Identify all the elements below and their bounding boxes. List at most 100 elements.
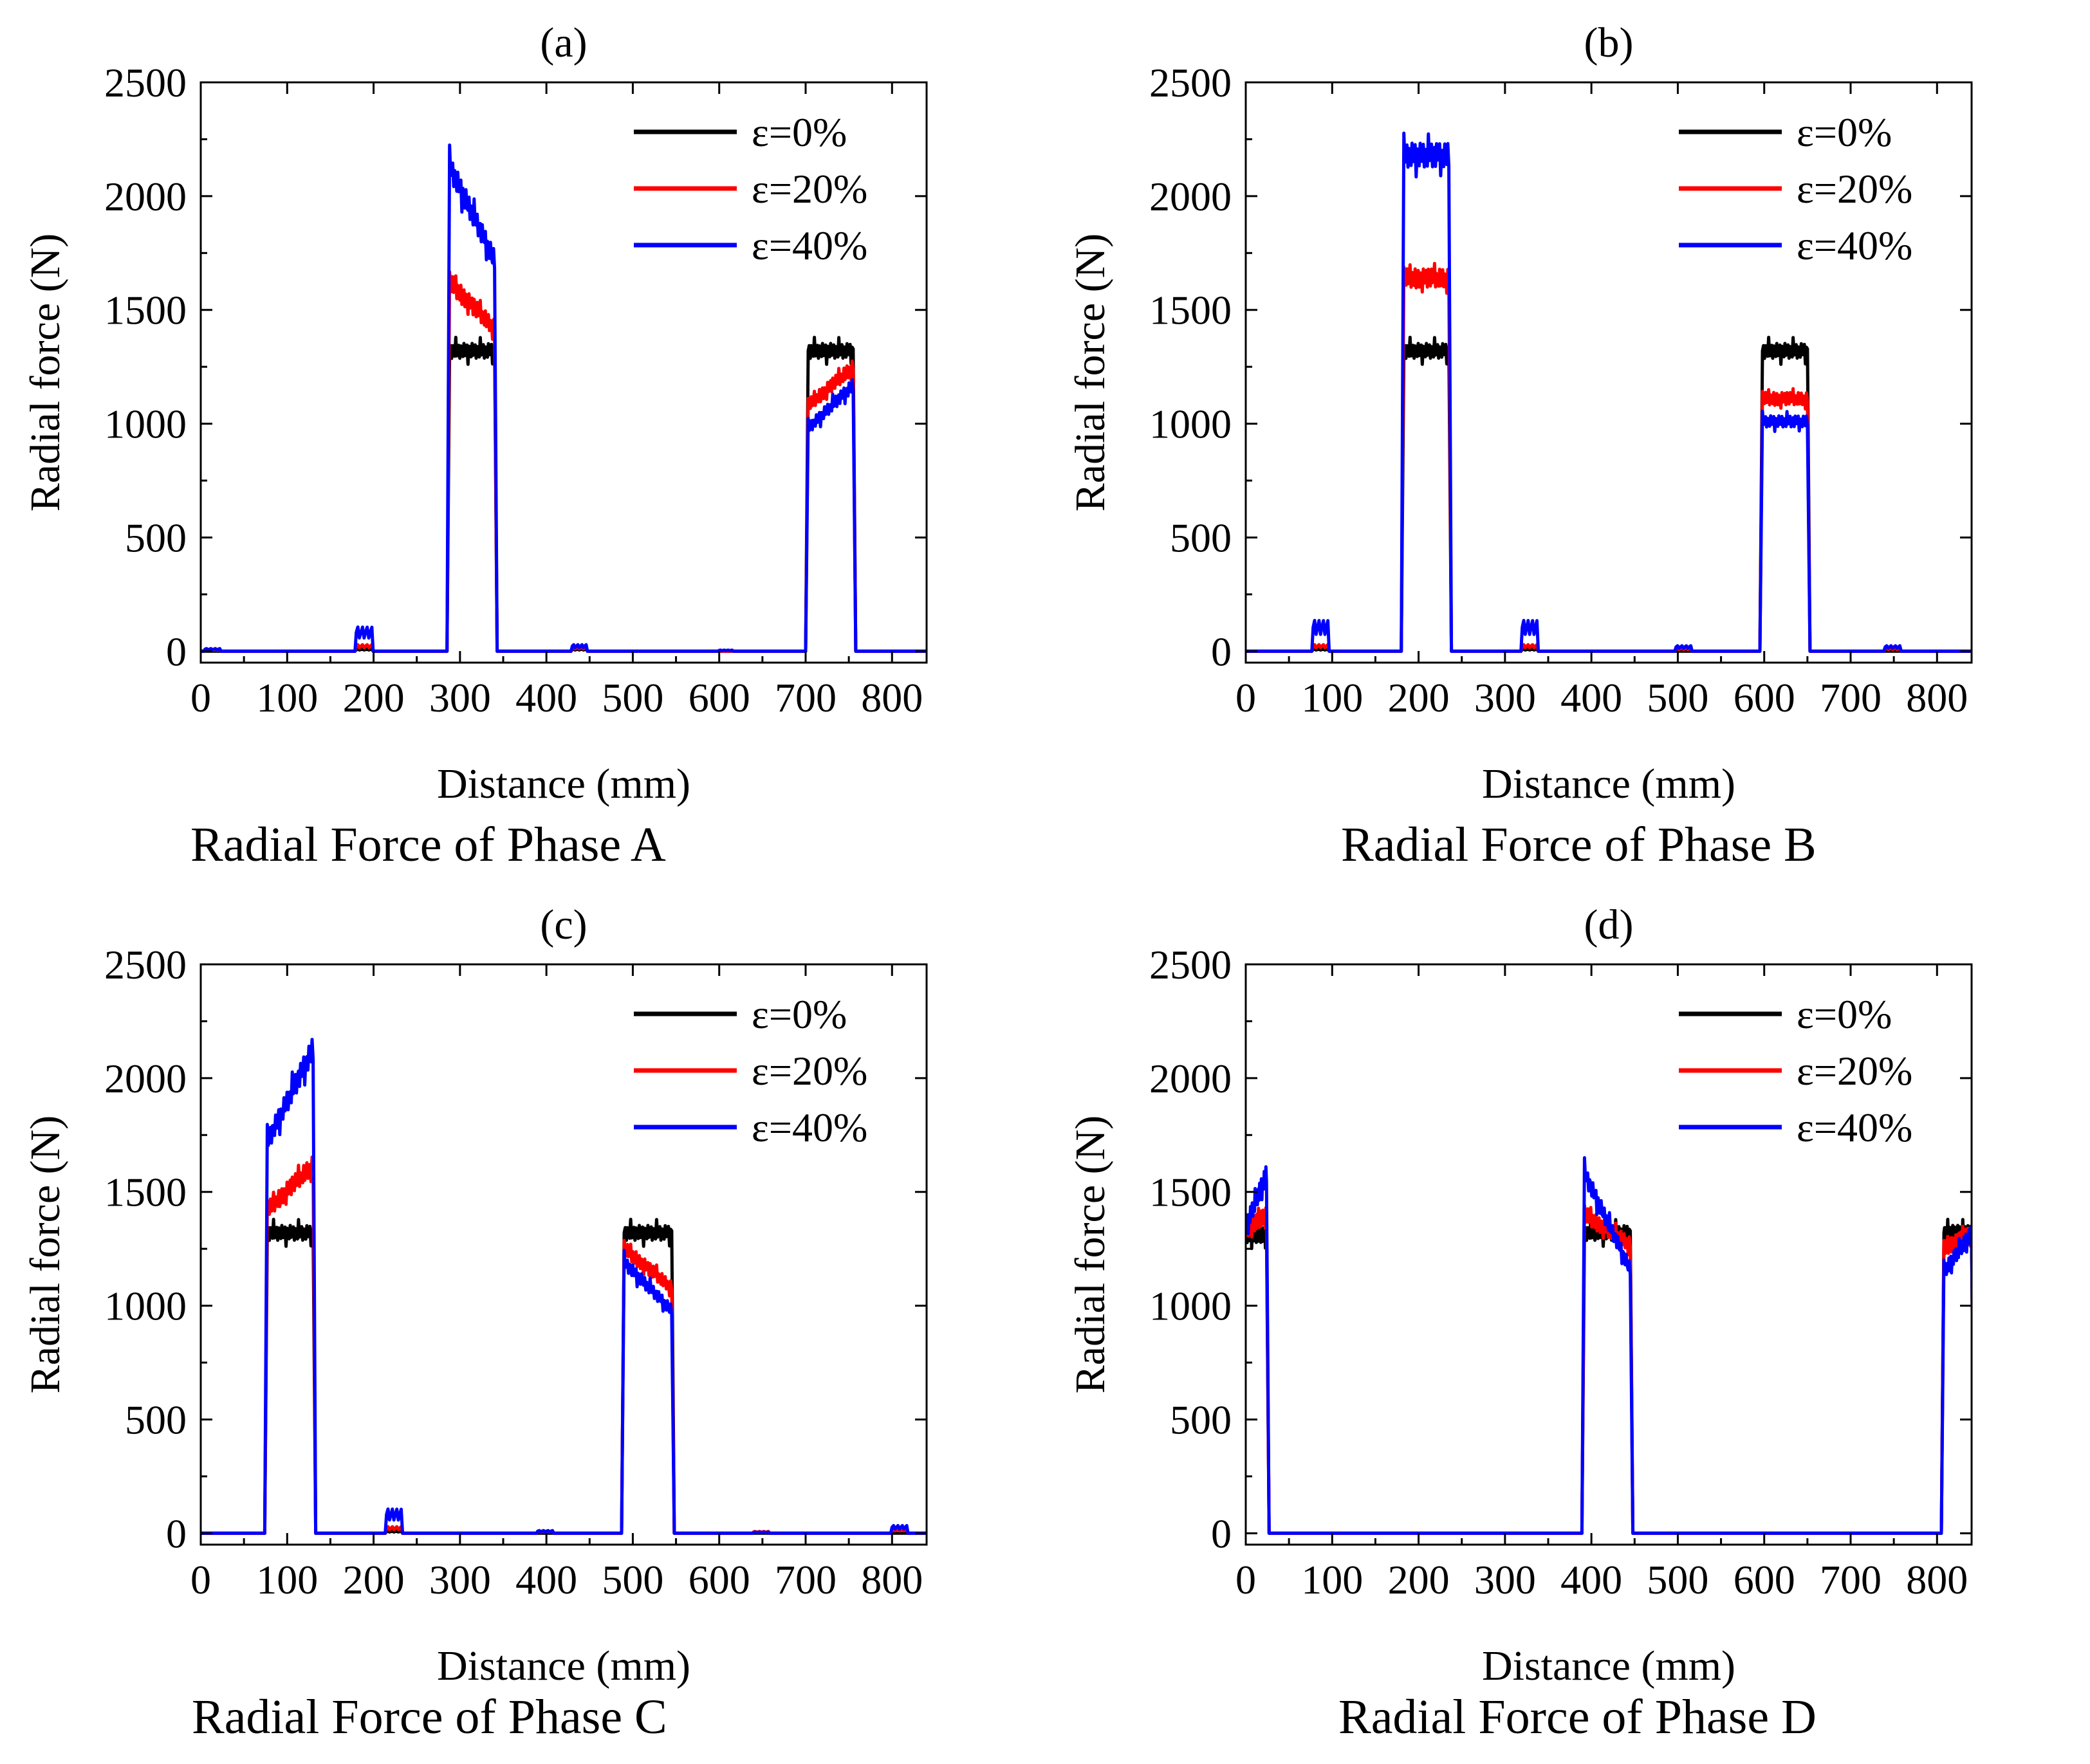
x-tick-label: 100 <box>1301 675 1363 721</box>
x-tick-label: 400 <box>1560 675 1622 721</box>
plot-frame <box>1244 963 1973 1546</box>
panel-label: (b) <box>1584 19 1634 66</box>
plot-frame <box>199 963 928 1546</box>
chart-a: (a) Distance (mm) Radial force (N) 0 100 200 3… <box>22 19 928 807</box>
series-line-1 <box>201 270 927 653</box>
plot-frame <box>1244 81 1973 664</box>
caption-b: Radial Force of Phase B <box>1341 818 1817 872</box>
y-tick-label: 0 <box>166 1511 187 1556</box>
y-tick-label: 1000 <box>104 1283 187 1329</box>
series-line-1 <box>1246 262 1972 653</box>
series-line-1 <box>201 1155 927 1535</box>
y-axis-title: Radial force (N) <box>1067 1116 1114 1393</box>
x-tick-label: 300 <box>1474 675 1536 721</box>
y-tick-label: 1500 <box>1149 288 1232 333</box>
panel-c: (c) Distance (mm) Radial force (N) 0 100 200 3… <box>0 882 1045 1764</box>
y-tick-label: 1000 <box>1149 401 1232 447</box>
x-axis-title: Distance (mm) <box>437 1642 690 1689</box>
x-axis-title: Distance (mm) <box>1482 1642 1735 1689</box>
y-tick-label: 500 <box>125 515 187 560</box>
series-line-1 <box>1246 1204 1972 1535</box>
legend-label: ε=0% <box>752 109 847 155</box>
x-tick-label: 500 <box>602 1557 663 1603</box>
x-tick-label: 100 <box>1301 1557 1363 1603</box>
x-tick-label: 600 <box>689 675 750 721</box>
panel-b: (b) Distance (mm) Radial force (N) 0 100 200 3… <box>1045 0 2090 882</box>
x-tick-label: 200 <box>1388 675 1450 721</box>
plot-frame <box>199 81 928 664</box>
y-tick-label: 0 <box>166 629 187 674</box>
series-line-0 <box>201 335 927 653</box>
y-tick-label: 0 <box>1211 629 1232 674</box>
legend-label: ε=40% <box>752 1105 867 1150</box>
caption-a: Radial Force of Phase A <box>190 818 666 872</box>
legend-label: ε=0% <box>1797 991 1892 1037</box>
legend-label: ε=20% <box>752 166 867 212</box>
y-axis-title: Radial force (N) <box>22 1116 69 1393</box>
x-tick-label: 400 <box>515 1557 577 1603</box>
plot-area <box>201 1038 927 1535</box>
y-tick-label: 500 <box>1170 515 1232 560</box>
x-tick-label: 100 <box>256 675 318 721</box>
x-tick-label: 500 <box>602 675 663 721</box>
caption-c: Radial Force of Phase C <box>192 1690 667 1744</box>
x-tick-label: 300 <box>429 1557 491 1603</box>
legend-label: ε=20% <box>1797 1048 1912 1094</box>
x-tick-label: 800 <box>1906 675 1968 721</box>
x-axis-title: Distance (mm) <box>1482 760 1735 807</box>
legend-label: ε=40% <box>752 223 867 268</box>
chart-b: (b) Distance (mm) Radial force (N) 0 100 200 3… <box>1067 19 1973 807</box>
y-tick-label: 2000 <box>1149 1056 1232 1101</box>
x-tick-label: 600 <box>689 1557 750 1603</box>
x-tick-label: 800 <box>1906 1557 1968 1603</box>
x-tick-label: 300 <box>429 675 491 721</box>
chart-d: (d) Distance (mm) Radial force (N) 0 100 200 3… <box>1067 901 1973 1689</box>
panel-label: (a) <box>540 19 587 66</box>
x-tick-label: 400 <box>1560 1557 1622 1603</box>
plot-area <box>201 143 927 653</box>
legend-label: ε=0% <box>1797 109 1892 155</box>
y-tick-label: 500 <box>125 1397 187 1442</box>
chart-c: (c) Distance (mm) Radial force (N) 0 100 200 3… <box>22 901 928 1689</box>
y-tick-label: 1500 <box>1149 1170 1232 1215</box>
y-tick-label: 1000 <box>104 401 187 447</box>
series-line-0 <box>1246 1217 1972 1535</box>
y-tick-label: 0 <box>1211 1511 1232 1556</box>
y-axis-title: Radial force (N) <box>1067 234 1114 511</box>
plot-area <box>1246 1156 1972 1535</box>
y-tick-label: 2500 <box>1149 942 1232 988</box>
y-tick-label: 2000 <box>104 1056 187 1101</box>
plot-area <box>1246 131 1972 653</box>
caption-d: Radial Force of Phase D <box>1338 1690 1817 1744</box>
panel-label: (d) <box>1584 901 1634 948</box>
x-tick-label: 400 <box>515 675 577 721</box>
y-tick-label: 1000 <box>1149 1283 1232 1329</box>
panel-label: (c) <box>540 901 587 948</box>
y-tick-label: 500 <box>1170 1397 1232 1442</box>
x-tick-label: 200 <box>1388 1557 1450 1603</box>
x-tick-label: 700 <box>1820 675 1882 721</box>
series-line-2 <box>201 143 927 653</box>
legend-label: ε=20% <box>752 1048 867 1094</box>
x-tick-label: 800 <box>861 675 923 721</box>
x-tick-label: 200 <box>343 675 405 721</box>
x-tick-label: 100 <box>256 1557 318 1603</box>
series-line-2 <box>1246 1156 1972 1535</box>
x-tick-label: 500 <box>1647 1557 1708 1603</box>
series-line-0 <box>201 1217 927 1535</box>
y-tick-label: 2500 <box>104 60 187 106</box>
x-tick-label: 200 <box>343 1557 405 1603</box>
legend-label: ε=40% <box>1797 1105 1912 1150</box>
legend-label: ε=20% <box>1797 166 1912 212</box>
legend-label: ε=0% <box>752 991 847 1037</box>
y-tick-label: 1500 <box>104 1170 187 1215</box>
x-tick-label: 0 <box>190 1557 211 1603</box>
series-line-2 <box>201 1038 927 1535</box>
y-tick-label: 2500 <box>104 942 187 988</box>
x-tick-label: 800 <box>861 1557 923 1603</box>
y-axis-title: Radial force (N) <box>22 234 69 511</box>
y-tick-label: 2500 <box>1149 60 1232 106</box>
x-tick-label: 700 <box>775 1557 837 1603</box>
x-tick-label: 600 <box>1734 1557 1795 1603</box>
x-tick-label: 300 <box>1474 1557 1536 1603</box>
